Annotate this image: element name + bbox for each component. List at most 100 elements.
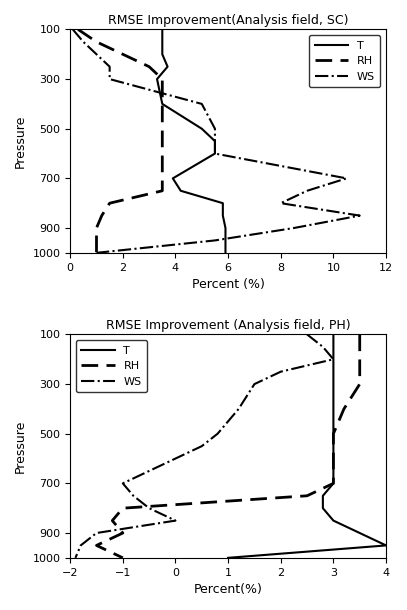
T <box>331 331 336 338</box>
T <box>178 187 183 195</box>
T <box>223 249 228 256</box>
WS <box>173 455 178 462</box>
WS <box>107 76 112 83</box>
WS <box>278 368 283 375</box>
Title: RMSE Improvement(Analysis field, SC): RMSE Improvement(Analysis field, SC) <box>108 14 348 27</box>
Y-axis label: Pressure: Pressure <box>14 420 27 473</box>
T <box>331 479 336 487</box>
WS <box>199 442 204 450</box>
RH <box>331 442 336 450</box>
T <box>160 100 165 107</box>
Line: WS: WS <box>75 334 333 558</box>
RH <box>120 51 125 58</box>
T <box>331 343 336 351</box>
T <box>155 76 160 83</box>
RH <box>94 249 99 256</box>
WS <box>252 381 257 388</box>
WS <box>357 212 362 219</box>
WS <box>236 405 241 412</box>
RH <box>160 150 165 157</box>
WS <box>120 479 125 487</box>
RH <box>147 63 151 70</box>
T <box>221 212 225 219</box>
WS <box>331 356 336 363</box>
T <box>212 137 217 145</box>
RH <box>160 76 165 83</box>
T <box>331 455 336 462</box>
T <box>331 368 336 375</box>
RH <box>94 237 99 244</box>
RH <box>357 356 362 363</box>
WS <box>147 504 151 512</box>
WS <box>94 529 99 537</box>
Line: T: T <box>228 334 386 558</box>
T <box>225 554 230 561</box>
RH <box>76 26 81 33</box>
Line: T: T <box>157 29 225 253</box>
WS <box>212 125 217 132</box>
RH <box>331 430 336 437</box>
WS <box>212 137 217 145</box>
RH <box>94 542 99 549</box>
T <box>221 199 225 207</box>
WS <box>304 187 309 195</box>
T <box>331 381 336 388</box>
T <box>212 150 217 157</box>
RH <box>357 368 362 375</box>
WS <box>173 517 178 524</box>
RH <box>160 174 165 182</box>
T <box>331 517 336 524</box>
WS <box>73 554 78 561</box>
T <box>223 237 228 244</box>
T <box>199 125 204 132</box>
Y-axis label: Pressure: Pressure <box>14 115 27 168</box>
RH <box>107 199 112 207</box>
WS <box>291 224 296 232</box>
RH <box>341 405 346 412</box>
RH <box>160 137 165 145</box>
RH <box>331 479 336 487</box>
RH <box>160 100 165 107</box>
T <box>165 63 170 70</box>
T <box>357 529 362 537</box>
Line: RH: RH <box>78 29 162 253</box>
WS <box>78 542 83 549</box>
WS <box>94 51 99 58</box>
T <box>223 224 228 232</box>
RH <box>99 212 104 219</box>
T <box>320 504 325 512</box>
Line: RH: RH <box>96 334 360 558</box>
T <box>331 430 336 437</box>
RH <box>120 529 125 537</box>
Legend: T, RH, WS: T, RH, WS <box>76 340 147 392</box>
T <box>320 492 325 500</box>
T <box>331 405 336 412</box>
RH <box>160 125 165 132</box>
RH <box>94 38 99 46</box>
T <box>331 442 336 450</box>
Title: RMSE Improvement (Analysis field, PH): RMSE Improvement (Analysis field, PH) <box>106 319 350 332</box>
RH <box>110 517 115 524</box>
X-axis label: Percent(%): Percent(%) <box>194 583 263 596</box>
T <box>160 38 165 46</box>
T <box>331 356 336 363</box>
WS <box>81 38 86 46</box>
WS <box>215 430 220 437</box>
RH <box>120 554 125 561</box>
T <box>384 542 389 549</box>
RH <box>357 331 362 338</box>
WS <box>212 237 217 244</box>
WS <box>131 492 136 500</box>
WS <box>107 63 112 70</box>
RH <box>94 224 99 232</box>
T <box>160 51 165 58</box>
X-axis label: Percent (%): Percent (%) <box>192 278 265 291</box>
RH <box>160 187 165 195</box>
WS <box>199 100 204 107</box>
WS <box>212 150 217 157</box>
T <box>160 26 165 33</box>
RH <box>304 492 309 500</box>
WS <box>94 249 99 256</box>
WS <box>304 331 309 338</box>
WS <box>344 174 349 182</box>
